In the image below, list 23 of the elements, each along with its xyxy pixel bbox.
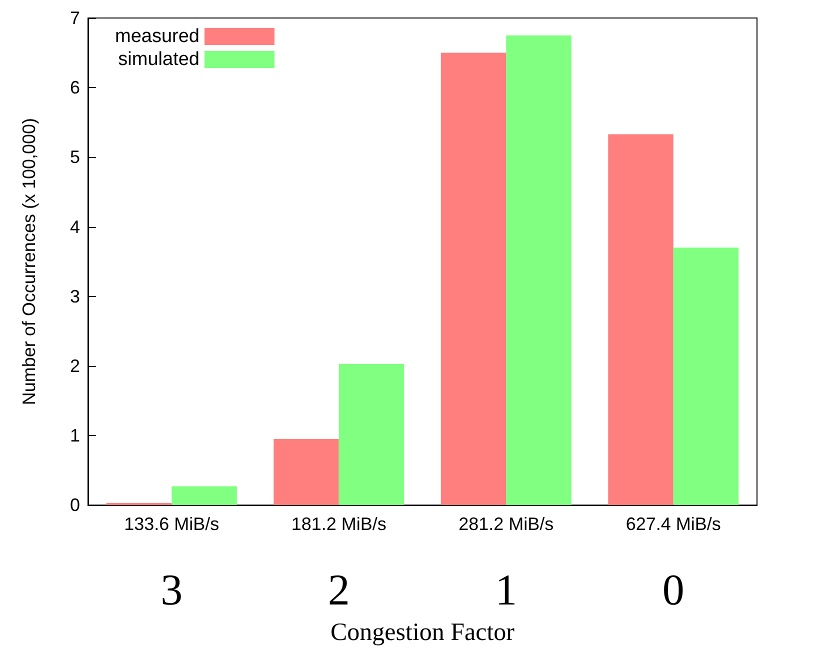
category-label: 627.4 MiB/s 0 [626, 514, 721, 615]
category-label: 133.6 MiB/s 3 [124, 514, 220, 615]
y-tick-label: 6 [70, 78, 80, 98]
bar [338, 364, 404, 506]
bar [440, 52, 506, 506]
bar [608, 134, 674, 506]
legend-label: simulated [118, 49, 200, 70]
y-tick-label: 1 [70, 426, 80, 446]
y-tick-label: 2 [70, 356, 80, 376]
x-axis-title: Congestion Factor [330, 619, 516, 646]
bar [506, 35, 572, 506]
y-axis-title: Number of Occurrences (x 100,000) [19, 118, 39, 406]
legend-label: measured [114, 26, 200, 47]
y-tick-label: 0 [70, 495, 80, 516]
bar [673, 248, 739, 506]
bar [172, 486, 237, 506]
y-tick-label: 4 [70, 216, 80, 237]
y-tick-label: 7 [70, 8, 80, 28]
y-tick-label: 5 [70, 147, 80, 168]
y-tick-label: 3 [70, 286, 80, 306]
category-label: 181.2 MiB/s 2 [291, 514, 386, 615]
category-label: 281.2 MiB/s 1 [458, 514, 554, 615]
bar [274, 438, 339, 506]
